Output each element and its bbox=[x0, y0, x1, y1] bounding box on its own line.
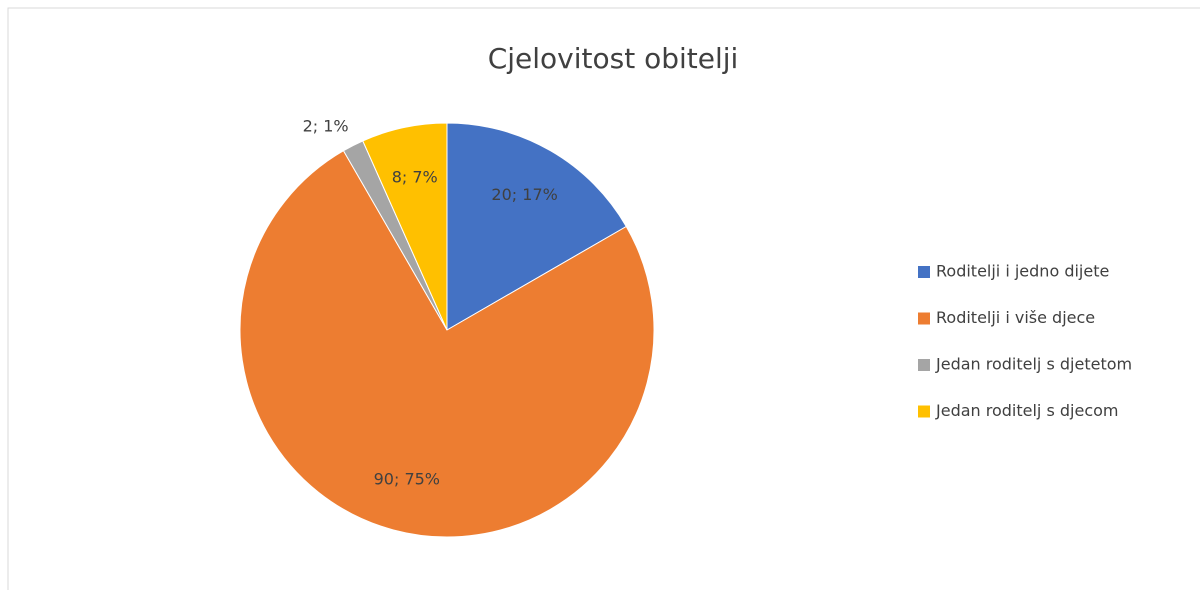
data-label: 8; 7% bbox=[392, 168, 438, 187]
legend-swatch bbox=[918, 312, 930, 325]
pie-slice bbox=[239, 150, 655, 538]
legend-label: Jedan roditelj s djetetom bbox=[935, 355, 1132, 374]
pie-slice bbox=[446, 122, 627, 331]
chart-frame bbox=[7, 7, 1200, 590]
data-label: 90; 75% bbox=[374, 469, 440, 488]
chart-title: Cjelovitost obitelji bbox=[488, 42, 739, 75]
data-label: 20; 17% bbox=[491, 185, 557, 204]
legend-swatch bbox=[918, 359, 930, 371]
pie-slice bbox=[362, 122, 448, 331]
legend-swatch bbox=[918, 266, 930, 278]
data-label: 2; 1% bbox=[303, 117, 349, 136]
legend-label: Roditelji i jedno dijete bbox=[936, 262, 1109, 281]
legend-label: Roditelji i više djece bbox=[936, 308, 1095, 327]
legend-swatch bbox=[918, 405, 930, 418]
legend-label: Jedan roditelj s djecom bbox=[935, 401, 1119, 420]
